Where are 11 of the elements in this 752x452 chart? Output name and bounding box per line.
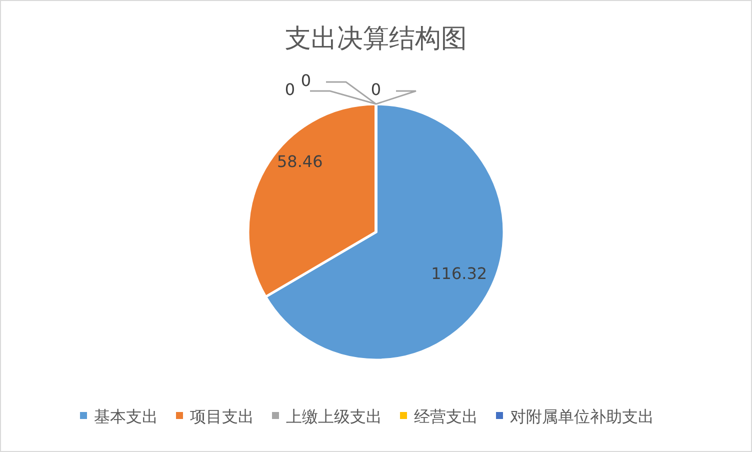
legend-label: 经营支出 [414,407,478,426]
legend-label: 上缴上级支出 [286,407,382,426]
data-label: 58.46 [277,152,323,172]
legend-label: 项目支出 [190,407,254,426]
text: 0 [284,80,296,99]
chart-title: 支出决算结构图 [285,24,467,54]
legend-label: 对附属单位补助支出 [510,407,654,426]
legend-label: 基本支出 [94,407,158,426]
text: 0 [370,80,382,99]
data-label: 116.32 [431,264,488,283]
text: 0 [300,71,312,90]
